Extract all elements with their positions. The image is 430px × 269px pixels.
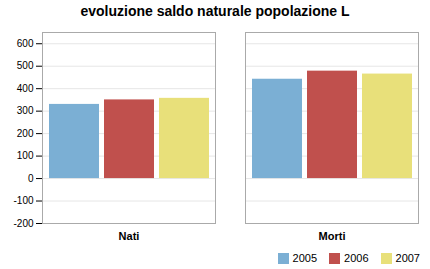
html-text:2005: 2005: [292, 252, 317, 264]
svg-text:Morti: Morti: [319, 230, 346, 242]
svg-text:500: 500: [17, 60, 34, 71]
svg-text:-200: -200: [13, 218, 33, 229]
svg-text:Nati: Nati: [119, 230, 140, 242]
svg-text:300: 300: [17, 105, 34, 116]
html-text:evoluzione saldo naturale popo: evoluzione saldo naturale popolazione L: [80, 3, 350, 19]
svg-text:400: 400: [17, 83, 34, 94]
html-text:2006: 2006: [344, 252, 369, 264]
svg-text:600: 600: [17, 38, 34, 49]
svg-text:200: 200: [17, 128, 34, 139]
html-text:2007: 2007: [395, 252, 420, 264]
svg-text:0: 0: [28, 173, 34, 184]
svg-text:100: 100: [17, 150, 34, 161]
svg-text:-100: -100: [13, 195, 33, 206]
